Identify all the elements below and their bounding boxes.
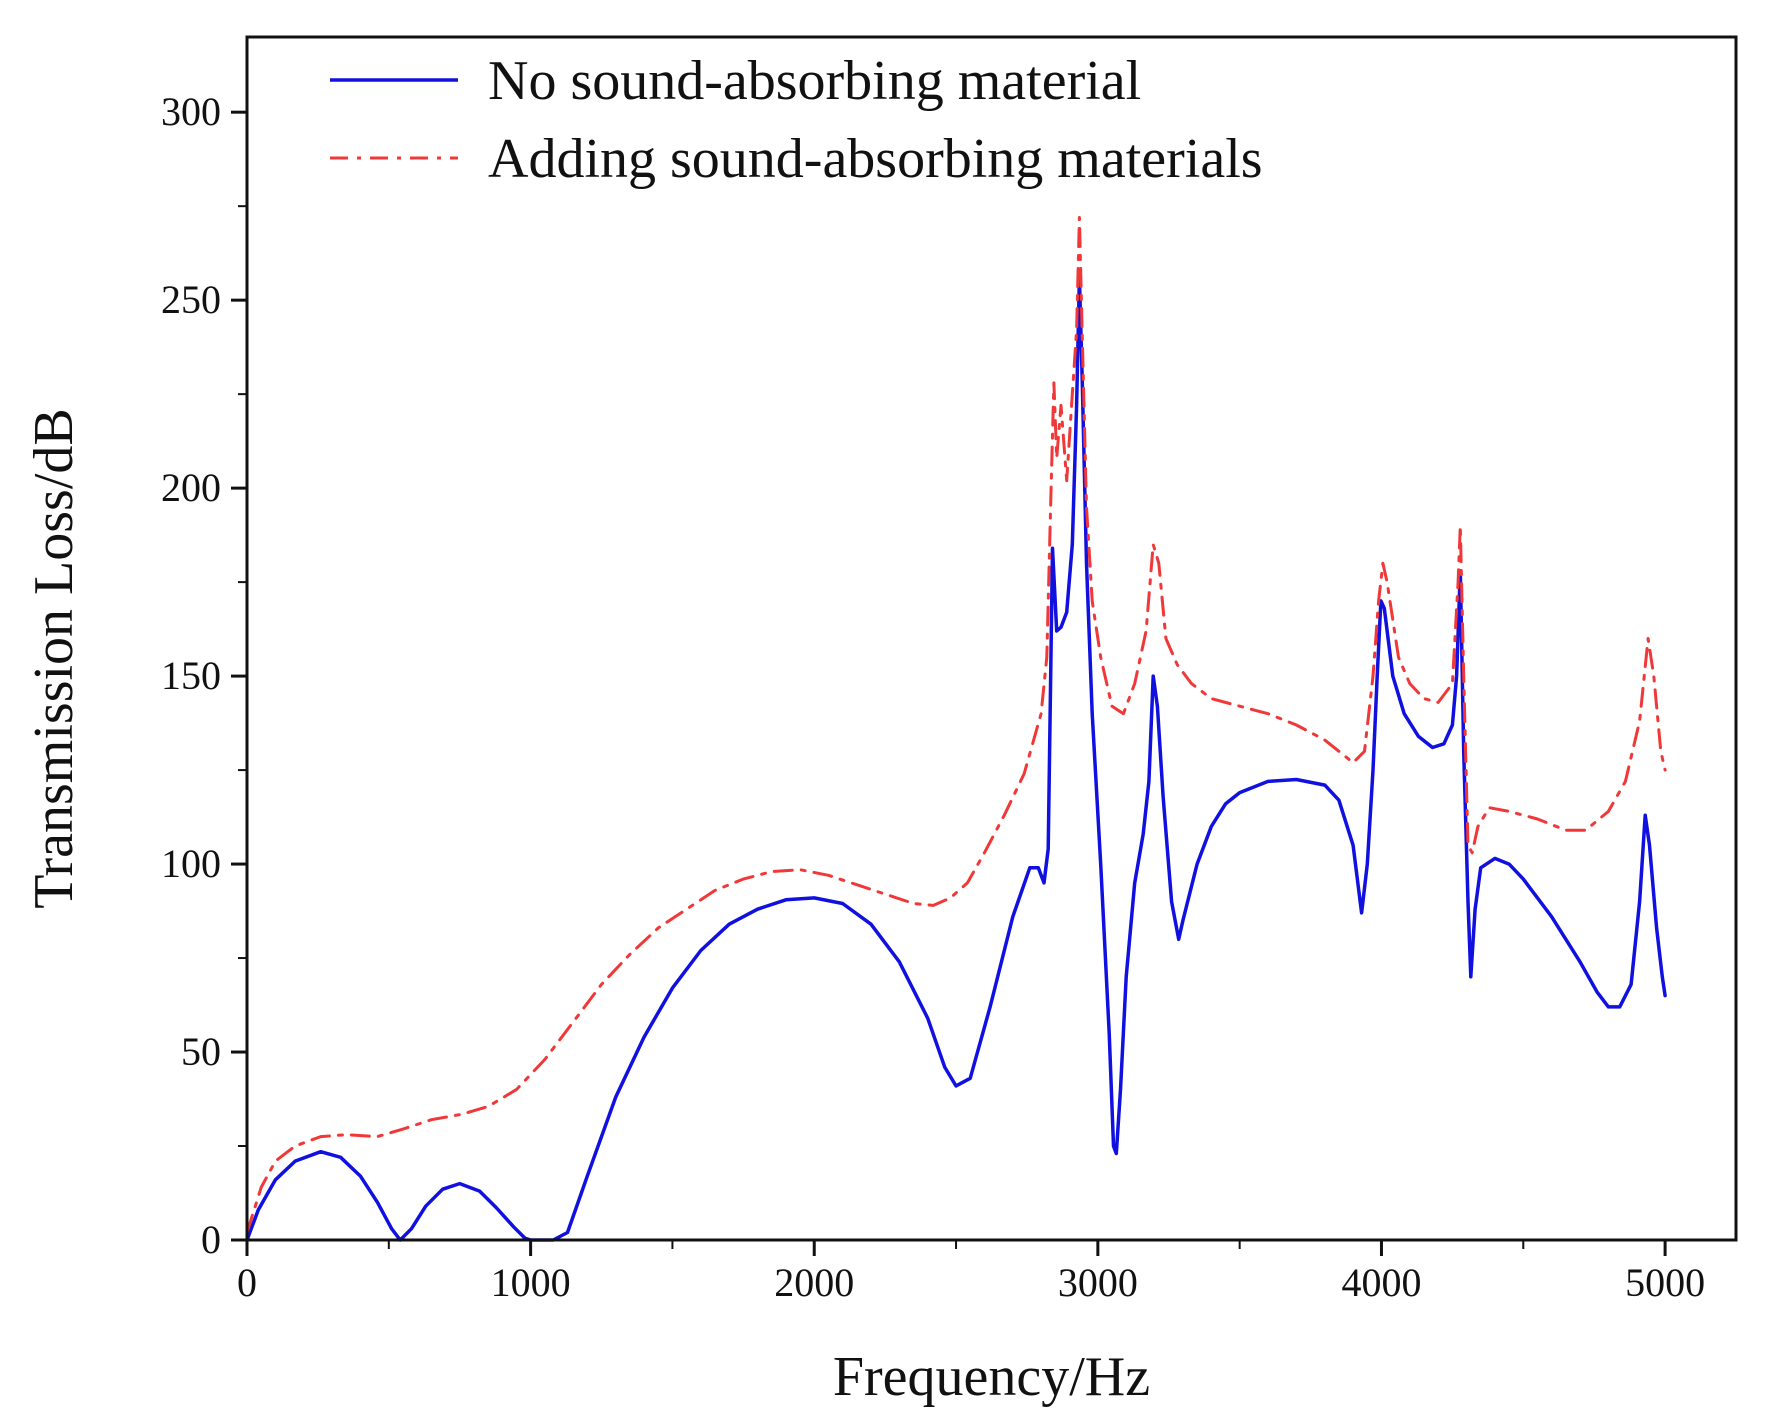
series-line-1 (245, 216, 1667, 1234)
legend: No sound-absorbing material Adding sound… (330, 50, 1263, 190)
y-axis-title: Transmission Loss/dB (23, 408, 85, 909)
x-tick-label: 3000 (1058, 1260, 1138, 1305)
y-tick-label: 300 (161, 89, 221, 134)
legend-label-with-material: Adding sound-absorbing materials (488, 128, 1263, 190)
axes-layer: 0 1000 2000 3000 4000 5000 0 50 100 150 200 250 300 (161, 89, 1705, 1305)
y-tick-label: 150 (161, 653, 221, 698)
legend-label-no-material: No sound-absorbing material (488, 50, 1141, 112)
x-tick-label: 2000 (774, 1260, 854, 1305)
x-tick-label: 1000 (491, 1260, 571, 1305)
y-tick-label: 0 (201, 1217, 221, 1262)
y-tick-label: 250 (161, 277, 221, 322)
series-line-0 (245, 275, 1667, 1242)
y-tick-label: 200 (161, 465, 221, 510)
x-tick-label: 0 (237, 1260, 257, 1305)
x-axis-title: Frequency/Hz (833, 1346, 1150, 1408)
y-tick-label: 100 (161, 841, 221, 886)
x-tick-label: 4000 (1341, 1260, 1421, 1305)
series-layer (245, 216, 1667, 1242)
x-tick-label: 5000 (1625, 1260, 1705, 1305)
y-tick-label: 50 (181, 1029, 221, 1074)
plot-frame (245, 35, 1738, 1242)
